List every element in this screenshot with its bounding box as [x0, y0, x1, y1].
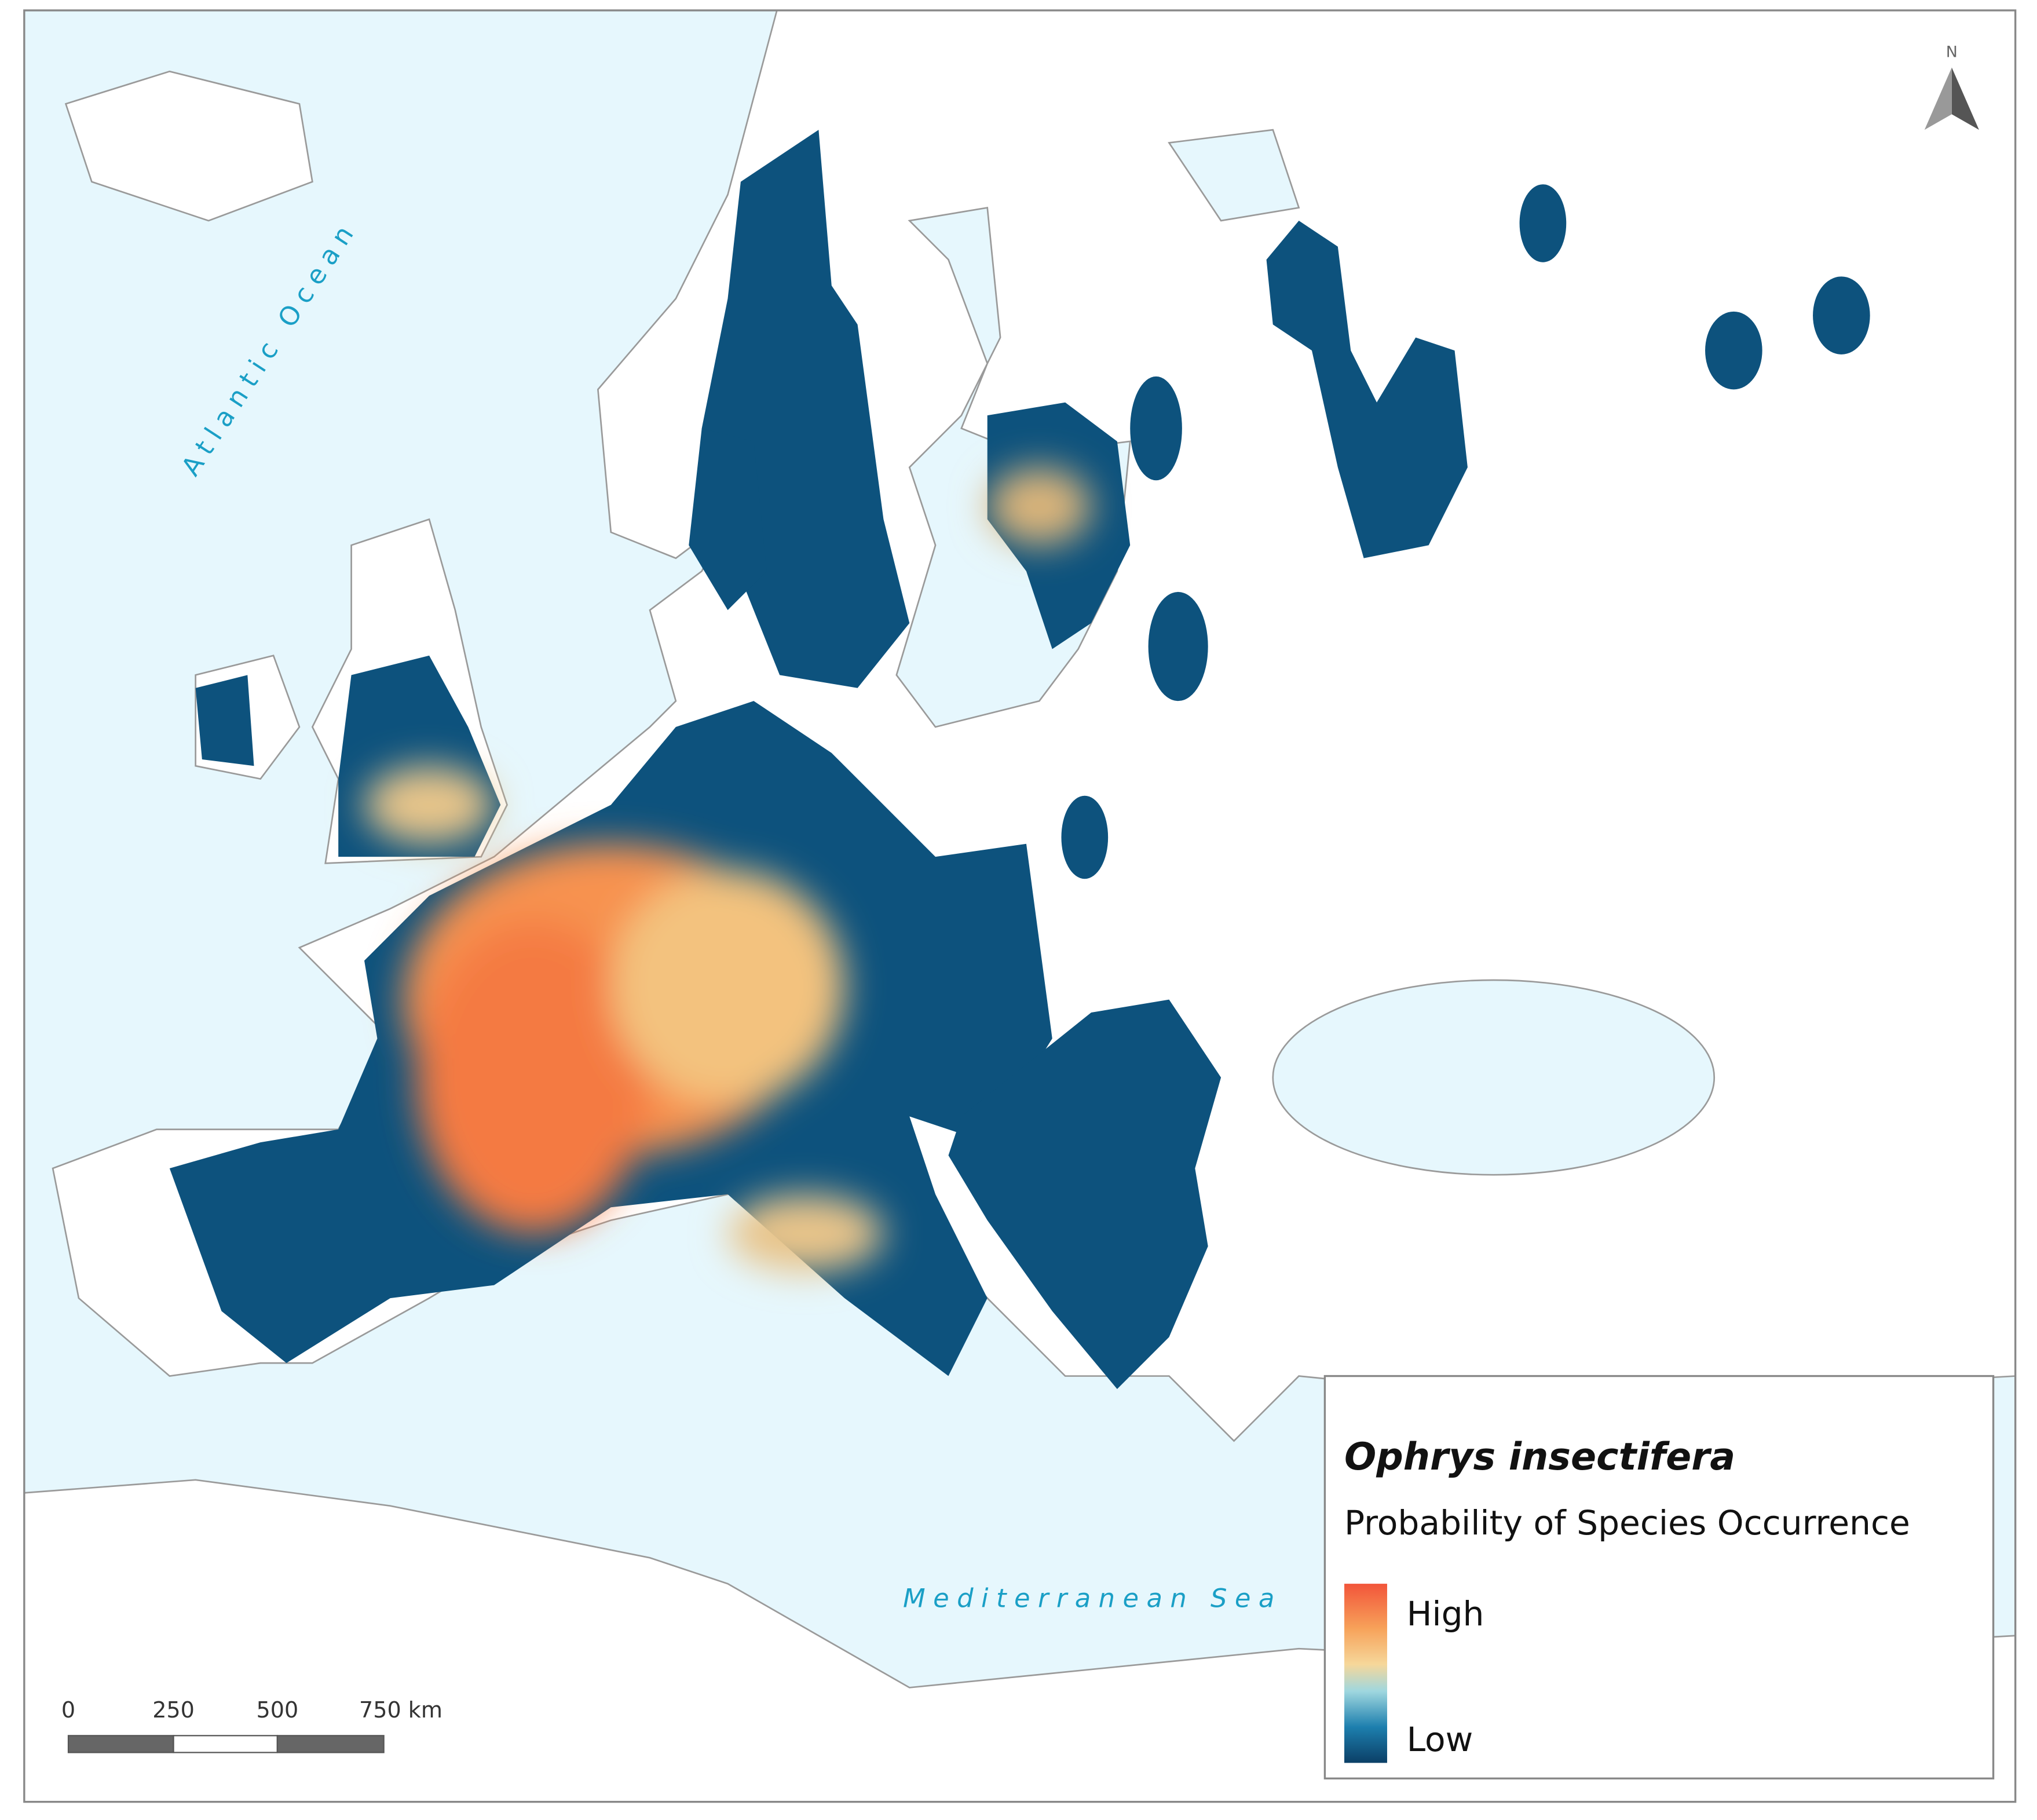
iceland [64, 70, 313, 222]
legend: Ophrys insectifera Probability of Specie… [1323, 1375, 1995, 1779]
mediterranean-label: Mediterranean Sea [903, 1583, 1282, 1613]
white-sea [1168, 129, 1300, 222]
scale-bar: 0 250 500 750 km [61, 1697, 442, 1753]
distribution-high [364, 467, 1092, 1273]
scale-label: 0 [61, 1697, 75, 1723]
legend-ramp [1344, 1584, 1387, 1763]
scale-label: 250 [152, 1697, 195, 1723]
scale-label: 500 [256, 1697, 298, 1723]
legend-high: High [1407, 1594, 1484, 1633]
legend-title: Ophrys insectifera [1344, 1435, 1735, 1479]
scale-label: 750 km [359, 1697, 442, 1723]
map-frame [23, 9, 2017, 1803]
legend-subtitle: Probability of Species Occurrence [1344, 1503, 1910, 1543]
map-body: Atlantic Ocean Mediterranean Sea [24, 10, 2016, 1802]
legend-low: Low [1407, 1720, 1473, 1759]
north-label: N [1946, 43, 1958, 61]
black-sea [1272, 979, 1716, 1176]
